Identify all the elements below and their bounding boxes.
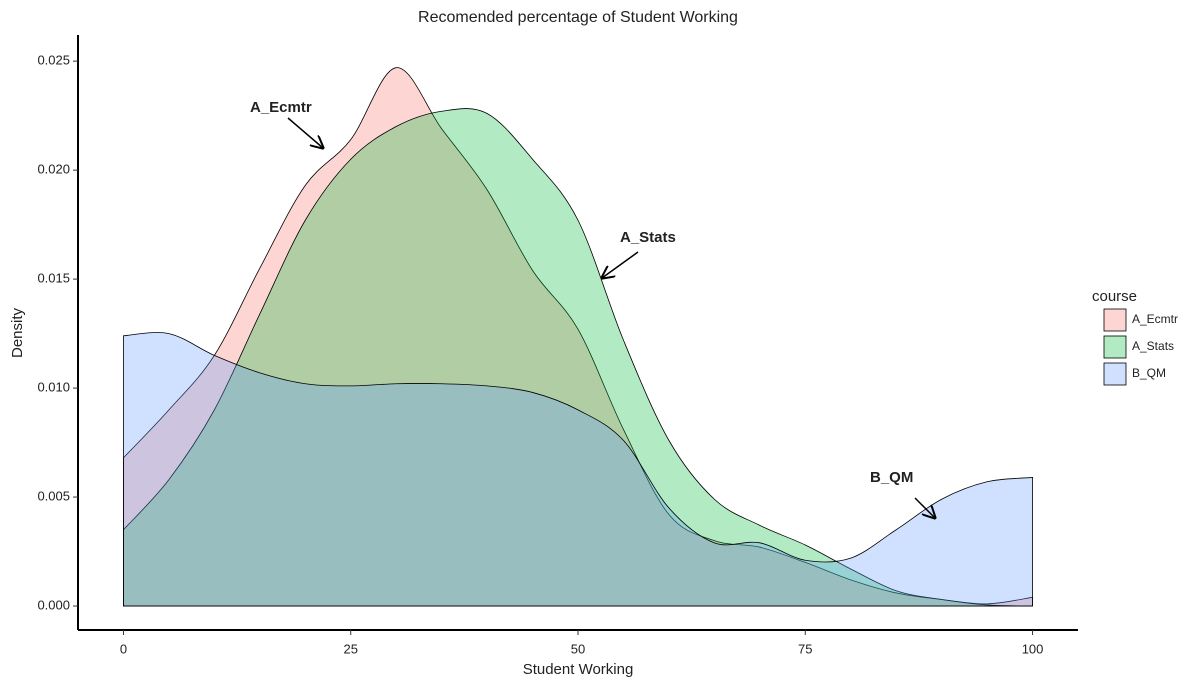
annotation-arrow	[602, 251, 639, 278]
x-tick-label: 25	[343, 641, 357, 656]
legend-label: A_Stats	[1132, 339, 1174, 353]
y-tick-label: 0.010	[37, 380, 70, 395]
x-tick-label: 75	[798, 641, 812, 656]
y-axis-label: Density	[9, 307, 26, 358]
legend-key	[1103, 335, 1127, 359]
density-area	[123, 67, 1033, 607]
legend-label: B_QM	[1132, 366, 1166, 380]
annotation-arrow	[287, 117, 323, 148]
density-area	[123, 108, 1033, 607]
y-tick-label: 0.025	[37, 53, 70, 68]
legend-key	[1103, 308, 1127, 332]
density-area	[123, 332, 1033, 607]
y-tick-label: 0.000	[37, 597, 70, 612]
legend-title: course	[1092, 288, 1137, 305]
legend-key	[1103, 362, 1127, 386]
y-tick-label: 0.015	[37, 271, 70, 286]
chart-title: Recomended percentage of Student Working	[418, 9, 738, 26]
legend-label: A_Ecmtr	[1132, 312, 1178, 326]
x-tick-label: 100	[1022, 641, 1044, 656]
x-tick-label: 50	[571, 641, 585, 656]
annotation: A_Stats	[620, 229, 676, 246]
y-tick-label: 0.020	[37, 162, 70, 177]
annotation: B_QM	[870, 469, 913, 486]
x-axis-label: Student Working	[523, 661, 634, 678]
y-tick-label: 0.005	[37, 488, 70, 503]
annotation-arrow	[914, 497, 935, 518]
x-tick-label: 0	[120, 641, 127, 656]
annotation: A_Ecmtr	[250, 99, 312, 116]
